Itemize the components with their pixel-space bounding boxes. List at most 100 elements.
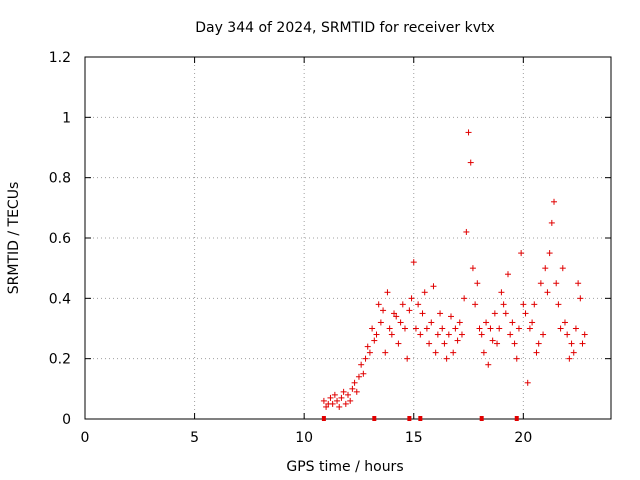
data-point	[362, 355, 369, 362]
data-point	[338, 394, 345, 401]
data-point	[412, 325, 419, 332]
data-point	[336, 403, 343, 410]
data-point	[377, 319, 384, 326]
data-point	[434, 331, 441, 338]
data-point	[401, 325, 408, 332]
data-point	[557, 325, 564, 332]
data-point	[397, 319, 404, 326]
x-axis-title: GPS time / hours	[286, 459, 403, 475]
data-point	[327, 394, 334, 401]
data-point	[465, 129, 472, 136]
data-point	[364, 343, 371, 350]
data-point	[469, 265, 476, 272]
y-tick-label: 0.2	[49, 352, 71, 368]
data-point	[566, 355, 573, 362]
data-point	[476, 325, 483, 332]
data-point	[551, 198, 558, 205]
data-point	[421, 289, 428, 296]
x-tick-labels: 0 5 10 15 20	[81, 430, 533, 446]
data-point	[559, 265, 566, 272]
data-point	[450, 349, 457, 356]
data-point	[329, 400, 336, 407]
data-point	[540, 331, 547, 338]
data-point	[443, 355, 450, 362]
y-tick-label: 0.8	[49, 171, 71, 187]
data-point	[564, 331, 571, 338]
data-point	[448, 313, 455, 320]
data-point	[520, 301, 527, 308]
data-point	[581, 331, 588, 338]
data-point	[428, 319, 435, 326]
data-point	[463, 228, 470, 235]
data-point	[388, 331, 395, 338]
y-tick-labels: 0 0.2 0.4 0.6 0.8 1 1.2	[49, 50, 71, 428]
data-point	[410, 259, 417, 266]
data-point	[561, 319, 568, 326]
data-point	[432, 349, 439, 356]
data-point	[417, 331, 424, 338]
data-point	[494, 340, 501, 347]
data-point	[320, 397, 327, 404]
data-point	[419, 310, 426, 317]
y-tick-label: 1.2	[49, 50, 71, 66]
data-point	[502, 310, 509, 317]
data-point	[426, 340, 433, 347]
data-point	[548, 219, 555, 226]
data-point	[496, 325, 503, 332]
data-point	[575, 280, 582, 287]
data-point	[375, 301, 382, 308]
data-point	[406, 307, 413, 314]
data-point	[491, 310, 498, 317]
data-point	[511, 340, 518, 347]
x-tick-label: 0	[81, 430, 90, 446]
data-point	[568, 340, 575, 347]
data-point	[474, 280, 481, 287]
data-point	[404, 355, 411, 362]
data-point	[555, 301, 562, 308]
data-point	[345, 391, 351, 398]
data-point	[570, 349, 577, 356]
x-tick-label: 15	[405, 430, 423, 446]
data-point	[579, 340, 586, 347]
data-point	[393, 313, 400, 320]
data-point	[349, 385, 356, 392]
data-point	[347, 397, 354, 404]
data-point	[524, 379, 531, 386]
data-point	[518, 250, 525, 257]
tick-layer	[84, 56, 611, 420]
baseline-mark	[418, 416, 423, 421]
data-point	[542, 265, 549, 272]
data-point	[373, 331, 380, 338]
y-tick-label: 1	[62, 110, 71, 126]
data-point	[489, 337, 496, 344]
data-point	[441, 340, 448, 347]
data-point	[572, 325, 579, 332]
data-point	[380, 307, 387, 314]
data-point	[480, 349, 487, 356]
data-point	[500, 301, 507, 308]
baseline-mark	[407, 416, 412, 421]
data-point	[483, 319, 490, 326]
data-point	[498, 289, 505, 296]
data-point	[415, 301, 422, 308]
baseline-mark	[514, 416, 519, 421]
grid-layer	[85, 57, 611, 419]
y-tick-label: 0	[62, 412, 71, 428]
data-point	[382, 349, 389, 356]
data-point	[553, 280, 560, 287]
baseline-mark	[479, 416, 484, 421]
data-point	[461, 295, 468, 302]
chart-title: Day 344 of 2024, SRMTID for receiver kvt…	[195, 20, 495, 36]
data-point	[546, 250, 553, 257]
data-point	[334, 397, 341, 404]
data-point	[526, 325, 533, 332]
data-point	[529, 319, 536, 326]
x-tick-label: 20	[514, 430, 532, 446]
baseline-mark	[321, 416, 326, 421]
data-point	[384, 289, 391, 296]
baseline-marks	[321, 416, 519, 421]
data-point	[360, 370, 367, 377]
data-point	[509, 319, 516, 326]
data-point	[535, 340, 542, 347]
